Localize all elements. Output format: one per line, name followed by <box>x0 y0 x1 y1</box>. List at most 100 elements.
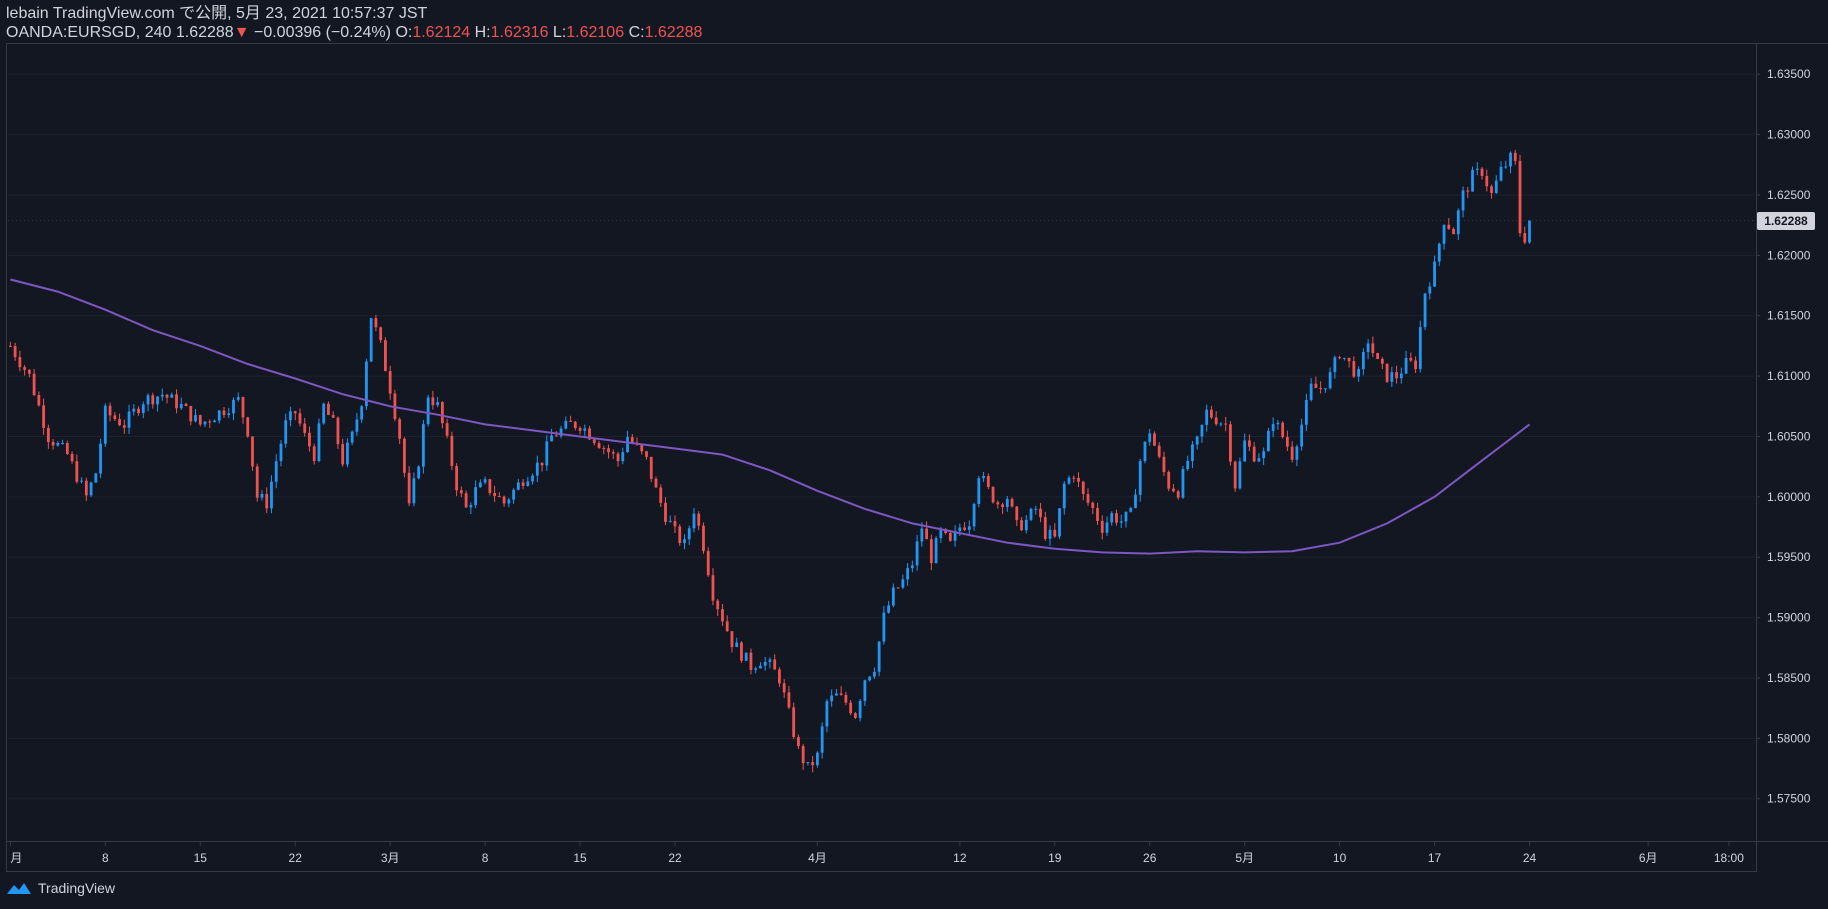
candle-body <box>113 415 117 420</box>
candle-body <box>1380 358 1384 364</box>
tradingview-footer[interactable]: TradingView <box>6 880 115 896</box>
candle-body <box>322 403 326 424</box>
price-tick-label: 1.58000 <box>1767 731 1811 745</box>
candle-body <box>1053 529 1057 537</box>
candle-body <box>948 533 952 541</box>
candle-body <box>953 531 957 541</box>
candle-body <box>1129 508 1133 512</box>
time-axis[interactable] <box>6 842 1757 872</box>
candle-body <box>901 579 905 588</box>
time-tick-label: 24 <box>1523 851 1537 865</box>
candle-body <box>986 475 990 487</box>
price-tick-label: 1.60000 <box>1767 490 1811 504</box>
candle-body <box>915 541 919 566</box>
candle-body <box>616 453 620 462</box>
low-label: L: <box>552 24 567 41</box>
candle-body <box>317 423 321 462</box>
candle-body <box>1153 433 1156 446</box>
candle-body <box>341 444 345 465</box>
candle-body <box>388 371 392 394</box>
open-value: 1.62124 <box>412 24 471 41</box>
candle-body <box>1357 369 1361 377</box>
candle-body <box>1504 166 1508 168</box>
candle-body <box>284 420 288 444</box>
candle-body <box>1138 461 1142 495</box>
candle-body <box>27 369 31 374</box>
candle-body <box>1323 388 1327 390</box>
moving-average-line <box>10 278 1531 555</box>
time-tick-label: 19 <box>1048 851 1062 865</box>
candle-body <box>1328 372 1332 389</box>
candle-body <box>478 482 482 488</box>
candle-body <box>1086 494 1090 503</box>
candle-body <box>597 443 601 449</box>
candle-body <box>702 525 705 552</box>
candle-body <box>872 671 876 677</box>
time-tick-label: 3月 <box>381 851 400 865</box>
candle-body <box>1485 175 1489 187</box>
candle-body <box>1001 504 1004 508</box>
moving-average <box>10 278 1531 555</box>
candle-body <box>621 452 625 462</box>
candle-body <box>1119 521 1123 523</box>
time-tick-label: 12 <box>953 851 967 865</box>
candle-body <box>692 513 696 529</box>
candle-body <box>725 621 729 632</box>
low-value: 1.62106 <box>566 24 625 41</box>
candle-body <box>787 692 791 708</box>
candle-body <box>1414 360 1417 370</box>
candle-body <box>853 713 857 718</box>
candle-body <box>1523 233 1527 243</box>
candle-body <box>569 420 572 422</box>
candle-body <box>265 493 269 509</box>
candle-body <box>882 612 886 642</box>
candle-body <box>355 419 359 432</box>
candle-body <box>759 665 762 669</box>
grid-lines <box>8 73 1755 800</box>
candle-body <box>678 526 682 544</box>
candle-body <box>1181 469 1185 498</box>
candle-body <box>488 479 492 494</box>
candle-body <box>1466 190 1470 192</box>
candle-body <box>649 456 653 479</box>
candle-body <box>13 346 17 358</box>
candle-body <box>350 431 354 443</box>
candle-body <box>1361 352 1365 370</box>
candle-body <box>991 486 995 503</box>
candle-body <box>1100 520 1104 533</box>
candle-body <box>554 435 558 437</box>
candle-body <box>1499 166 1503 181</box>
symbol-label: OANDA:EURSGD, 240 <box>6 24 172 41</box>
candle-body <box>1281 422 1285 438</box>
candle-body <box>1110 513 1114 523</box>
candle-body <box>194 415 197 422</box>
candle-body <box>1157 445 1161 457</box>
candle-body <box>426 397 430 425</box>
candle-body <box>360 406 364 420</box>
price-tick-label: 1.58500 <box>1767 671 1811 685</box>
candle-body <box>1428 286 1432 294</box>
candle-body <box>683 539 686 544</box>
price-axis[interactable] <box>1756 43 1828 842</box>
plot-area[interactable] <box>6 43 1757 842</box>
candle-body <box>754 668 758 670</box>
candle-body <box>1105 522 1109 533</box>
price-tick-label: 1.62500 <box>1767 188 1811 202</box>
candle-body <box>464 493 468 508</box>
candle-body <box>1442 224 1446 244</box>
candle-body <box>70 453 74 462</box>
candle-body <box>474 487 478 506</box>
candle-body <box>526 481 530 486</box>
candle-body <box>170 394 174 398</box>
candle-body <box>431 397 435 406</box>
candle-body <box>659 487 663 503</box>
candle-body <box>1371 343 1375 353</box>
candle-body <box>165 394 169 398</box>
candle-body <box>1366 343 1370 353</box>
candle-body <box>137 408 140 414</box>
price-tick-label: 1.61500 <box>1767 309 1811 323</box>
time-tick-label: 22 <box>289 851 303 865</box>
candle-body <box>160 394 164 397</box>
candle-body <box>1518 160 1522 234</box>
